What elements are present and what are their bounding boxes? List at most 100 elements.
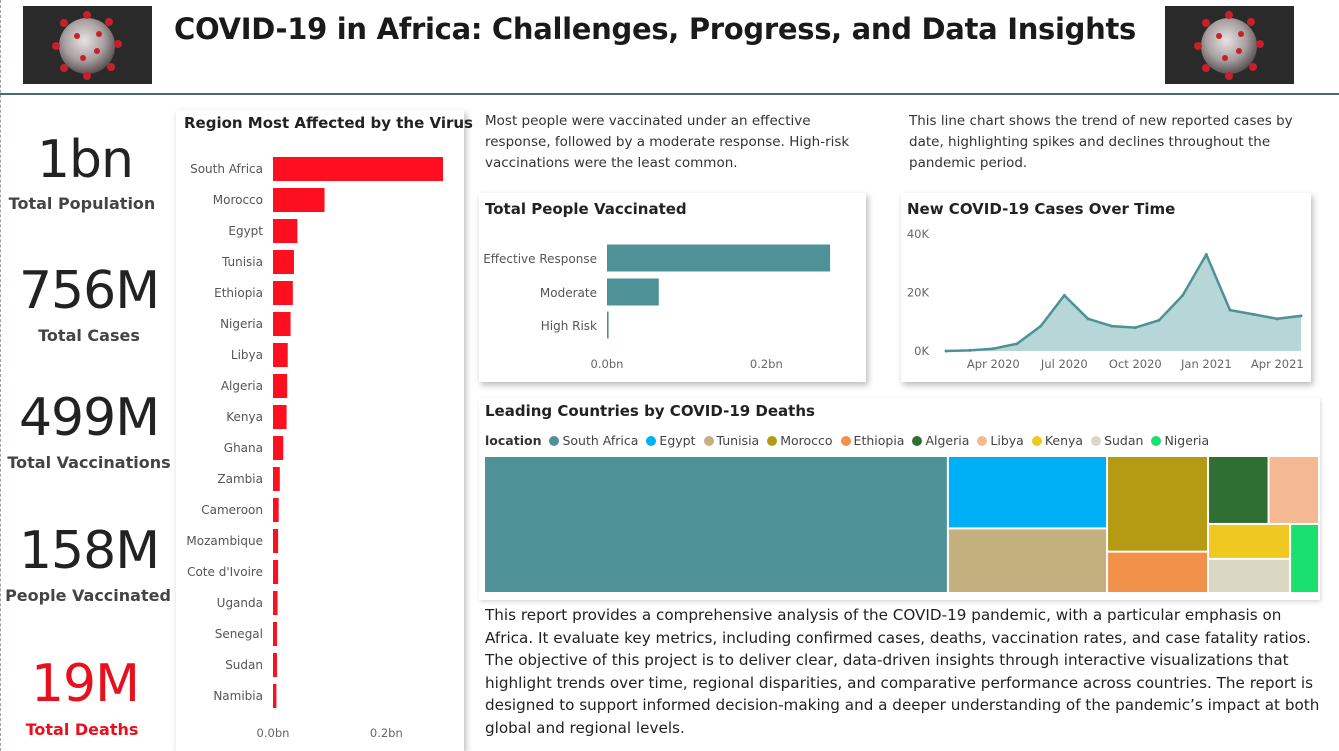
line-xtick-0: Apr 2020 — [967, 357, 1020, 371]
cases-point-2020-08 — [1086, 317, 1090, 321]
kpi-deaths-label: Total Deaths — [25, 720, 139, 739]
treemap-tile-egypt — [948, 457, 1107, 528]
region-bar-sudan — [273, 653, 277, 677]
kpi-vaccinations-value: 499M — [18, 388, 160, 448]
cases-over-time-chart[interactable]: 0K 20K 40K Apr 2020 Jul 2020 Oct 2020 Jan 2021… — [901, 193, 1311, 382]
legend-dot-libya — [977, 435, 988, 446]
kpi-deaths-value: 19M — [30, 654, 140, 714]
treemap-tile-sudan — [1209, 559, 1290, 592]
page-title: COVID-19 in Africa: Challenges, Progress… — [174, 12, 1136, 46]
cases-point-2021-02 — [1228, 308, 1232, 312]
region-bar-nigeria — [273, 312, 291, 336]
region-label-sudan: Sudan — [225, 658, 263, 672]
region-bar-senegal — [273, 622, 277, 646]
region-bar-tunisia — [273, 250, 294, 274]
legend-item-algeria[interactable]: Algeria — [912, 433, 969, 448]
region-bar-cameroon — [273, 498, 279, 522]
kpi-vaccinations-label: Total Vaccinations — [7, 453, 171, 472]
legend-dot-nigeria — [1151, 435, 1162, 446]
region-bar-cote-d-ivoire — [273, 560, 279, 584]
region-label-zambia: Zambia — [217, 472, 263, 486]
region-bar-zambia — [273, 467, 280, 491]
header-divider — [0, 93, 1339, 95]
deaths-treemap-chart[interactable] — [485, 457, 1320, 594]
cases-point-2020-07 — [1062, 293, 1066, 297]
vacc-bar-moderate — [607, 278, 659, 306]
cases-point-2021-01 — [1204, 252, 1208, 256]
region-affected-card[interactable]: Region Most Affected by the Virus South … — [176, 110, 473, 751]
treemap-tile-morocco — [1108, 457, 1208, 551]
deaths-treemap-legend: location South Africa Egypt Tunisia Morocco… — [485, 433, 1217, 448]
kpi-people-vaccinated-value: 158M — [18, 521, 160, 581]
region-label-cote-d-ivoire: Cote d'Ivoire — [187, 565, 263, 579]
legend-dot-morocco — [767, 435, 778, 446]
cases-point-2020-12 — [1181, 293, 1185, 297]
treemap-tile-tunisia — [948, 529, 1107, 592]
cases-point-2021-03 — [1252, 312, 1256, 316]
line-xtick-2: Oct 2020 — [1109, 357, 1162, 371]
legend-label-south-africa: South Africa — [562, 433, 639, 448]
virus-image-right — [1165, 6, 1294, 84]
cases-over-time-card[interactable]: New COVID-19 Cases Over Time 0K 20K 40K Apr… — [901, 193, 1311, 382]
report-summary: This report provides a comprehensive ana… — [485, 606, 1320, 737]
cases-point-2020-04 — [991, 347, 995, 351]
legend-dot-south-africa — [549, 435, 560, 446]
legend-dot-sudan — [1091, 435, 1102, 446]
legend-item-sudan[interactable]: Sudan — [1091, 433, 1143, 448]
people-vaccinated-card[interactable]: Total People Vaccinated Effective Respon… — [479, 193, 866, 382]
legend-item-egypt[interactable]: Egypt — [646, 433, 696, 448]
treemap-tile-libya — [1269, 457, 1318, 523]
region-bar-morocco — [273, 188, 325, 212]
legend-label-ethiopia: Ethiopia — [853, 433, 905, 448]
people-vaccinated-title: Total People Vaccinated — [485, 200, 687, 218]
cases-over-time-title: New COVID-19 Cases Over Time — [907, 200, 1176, 218]
region-label-ghana: Ghana — [224, 441, 263, 455]
region-bar-kenya — [273, 405, 287, 429]
region-bar-south-africa — [273, 157, 443, 181]
legend-dot-egypt — [646, 435, 657, 446]
region-label-senegal: Senegal — [215, 627, 263, 641]
kpi-people-vaccinated-label: People Vaccinated — [5, 586, 171, 605]
cases-line — [945, 253, 1302, 353]
vacc-xtick-1: 0.2bn — [750, 357, 783, 371]
deaths-treemap-title: Leading Countries by COVID-19 Deaths — [485, 402, 815, 420]
legend-label-morocco: Morocco — [780, 433, 833, 448]
region-label-ethiopia: Ethiopia — [214, 286, 263, 300]
cases-area — [946, 254, 1301, 351]
cases-point-2020-06 — [1039, 324, 1043, 328]
legend-item-morocco[interactable]: Morocco — [767, 433, 833, 448]
region-label-egypt: Egypt — [228, 224, 263, 238]
legend-dot-algeria — [912, 435, 923, 446]
region-bar-mozambique — [273, 529, 279, 553]
region-bar-ghana — [273, 436, 284, 460]
vacc-bar-effective-response — [607, 244, 831, 272]
page-left-border — [0, 0, 1, 751]
legend-item-nigeria[interactable]: Nigeria — [1151, 433, 1209, 448]
legend-label-algeria: Algeria — [925, 433, 970, 448]
virus-image-left — [23, 6, 152, 84]
region-xtick-1: 0.2bn — [370, 726, 403, 740]
legend-item-south-africa[interactable]: South Africa — [549, 433, 638, 448]
legend-label-nigeria: Nigeria — [1164, 433, 1210, 448]
region-label-algeria: Algeria — [221, 379, 263, 393]
region-affected-chart[interactable]: South Africa Morocco Egypt Tunisia Ethiopia N… — [176, 110, 464, 751]
legend-item-tunisia[interactable]: Tunisia — [703, 433, 759, 448]
legend-item-libya[interactable]: Libya — [977, 433, 1024, 448]
treemap-tile-south-africa — [485, 457, 947, 592]
region-label-tunisia: Tunisia — [221, 255, 263, 269]
legend-item-kenya[interactable]: Kenya — [1031, 433, 1083, 448]
line-ytick-0: 0K — [914, 344, 929, 358]
vaccinated-description: Most people were vaccinated under an eff… — [485, 113, 850, 171]
vacc-label-moderate: Moderate — [540, 286, 597, 300]
region-bar-namibia — [273, 684, 277, 708]
treemap-tile-algeria — [1209, 457, 1268, 523]
region-bar-uganda — [273, 591, 278, 615]
kpi-population-label: Total Population — [8, 194, 156, 213]
people-vaccinated-chart[interactable]: Effective Response Moderate High Risk 0.0bn… — [479, 193, 866, 382]
legend-item-ethiopia[interactable]: Ethiopia — [840, 433, 905, 448]
vacc-xtick-0: 0.0bn — [591, 357, 624, 371]
vacc-label-high-risk: High Risk — [541, 319, 597, 333]
cases-point-2021-04 — [1275, 317, 1279, 321]
cases-point-2021-05 — [1299, 314, 1303, 318]
line-ytick-2: 40K — [907, 227, 930, 241]
